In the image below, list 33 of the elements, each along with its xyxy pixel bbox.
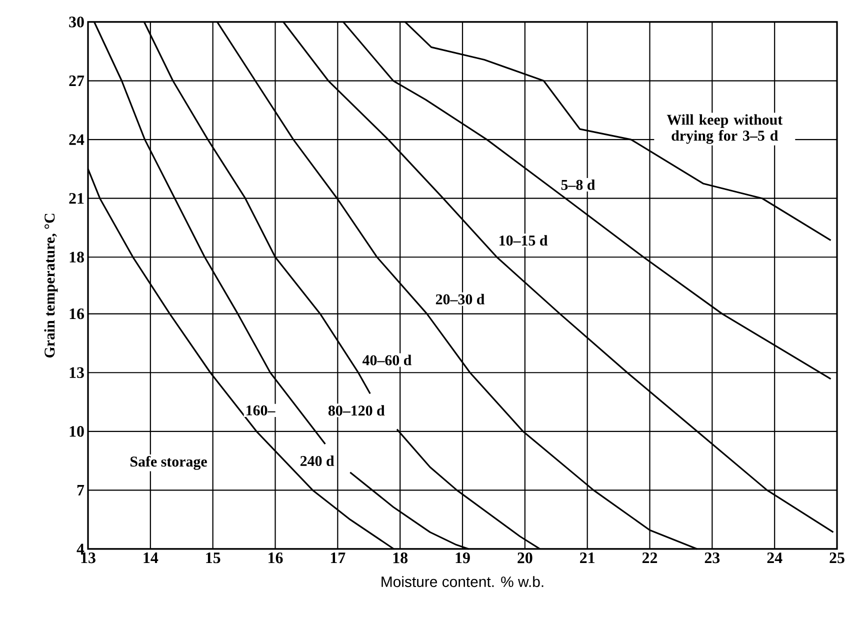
annotation: Will keep without drying for 3–5 d [666,114,783,144]
x-tick-label: 17 [330,552,346,564]
annotation: 10–15 d [500,235,548,246]
x-tick-label: 24 [767,552,782,564]
y-tick-label: 7 [77,484,84,496]
annotation: 160– [246,405,276,416]
annotation: 240 d [300,456,334,466]
x-tick-label: 16 [268,552,283,564]
annotation: Safe storage [130,456,207,470]
y-tick-label: 24 [69,134,84,145]
y-tick-label: 21 [69,193,84,204]
x-tick-label: 25 [830,552,844,564]
annotation: 80–120 d [328,405,385,416]
y-tick-label: 16 [70,308,84,320]
x-tick-label: 15 [206,552,220,564]
y-tick-label: 30 [69,16,84,28]
x-tick-label: 18 [393,552,408,564]
x-tick-label: 19 [456,552,470,564]
y-tick-label: 27 [69,76,84,86]
y-tick-label: 4 [76,544,84,554]
x-tick-label: 20 [518,552,532,564]
y-axis-title: Grain temperature, °C [44,214,58,358]
x-tick-label: 22 [642,552,658,564]
annotation: 5–8 d [561,179,596,190]
annotation: 20–30 d [436,294,485,304]
x-tick-label: 23 [704,552,720,564]
annotation: 40–60 d [362,354,412,366]
x-axis-title: Moisture content. % w.b. [382,576,544,588]
x-tick-label: 21 [580,552,594,564]
y-tick-label: 13 [70,367,84,378]
y-tick-label: 18 [70,252,84,263]
y-tick-label: 10 [70,426,84,437]
x-tick-label: 14 [144,552,158,564]
